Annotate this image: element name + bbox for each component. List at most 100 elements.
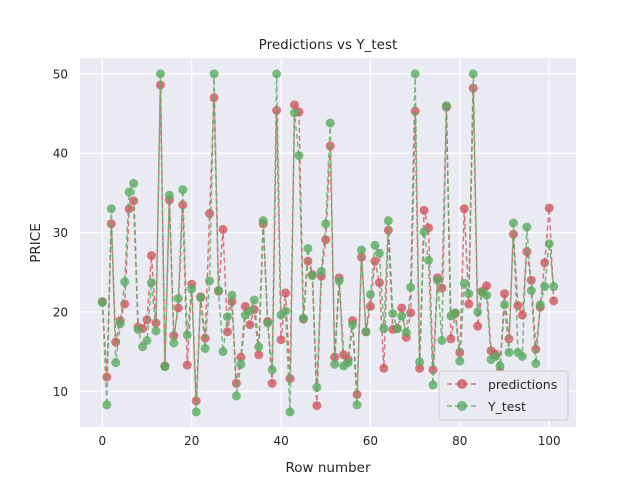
point-y-test (370, 240, 380, 250)
x-tick-label: 0 (99, 434, 107, 448)
point-predictions (513, 301, 523, 311)
series-line-y-test (101, 73, 555, 412)
point-y-test (544, 239, 554, 249)
x-tick-label: 60 (363, 434, 378, 448)
y-tick-label: 50 (53, 67, 68, 81)
point-y-test (392, 324, 402, 334)
point-y-test (459, 278, 469, 288)
point-y-test (383, 216, 393, 226)
point-y-test (450, 308, 460, 318)
point-y-test (178, 185, 188, 195)
point-predictions (370, 256, 380, 266)
point-y-test (245, 306, 255, 316)
point-y-test (334, 276, 344, 286)
series-layer (97, 69, 559, 417)
point-predictions (321, 235, 331, 245)
tick-labels: 0 20 40 60 80 100 10 20 30 40 50 (53, 67, 561, 448)
point-y-test (231, 391, 241, 401)
point-y-test (441, 101, 451, 111)
point-y-test (236, 359, 246, 369)
point-predictions (146, 251, 156, 261)
point-y-test (549, 282, 559, 292)
point-y-test (196, 293, 206, 303)
point-predictions (281, 288, 291, 298)
legend: predictions Y_test (438, 370, 569, 421)
y-tick-label: 10 (53, 385, 68, 399)
point-predictions (222, 327, 232, 337)
point-predictions (182, 360, 192, 370)
point-y-test (191, 407, 201, 417)
x-tick-label: 40 (273, 434, 288, 448)
point-predictions (531, 344, 541, 354)
point-y-test (218, 347, 228, 357)
point-y-test (214, 286, 224, 296)
legend-marker-predictions (457, 379, 467, 389)
point-y-test (249, 295, 259, 305)
point-predictions (142, 315, 152, 325)
point-y-test (437, 336, 447, 346)
point-predictions (124, 204, 134, 214)
y-tick-label: 40 (53, 147, 68, 161)
point-y-test (146, 278, 156, 288)
point-y-test (517, 351, 527, 361)
point-y-test (258, 216, 268, 226)
point-y-test (160, 362, 170, 372)
point-y-test (164, 190, 174, 200)
point-y-test (508, 218, 518, 228)
point-predictions (419, 205, 429, 215)
point-predictions (437, 283, 447, 293)
point-y-test (169, 338, 179, 348)
point-y-test (111, 358, 121, 368)
point-predictions (500, 289, 510, 299)
point-y-test (468, 69, 478, 79)
point-y-test (142, 336, 152, 346)
point-y-test (504, 347, 514, 357)
point-y-test (419, 227, 429, 237)
point-y-test (325, 118, 335, 128)
point-predictions (365, 301, 375, 311)
point-y-test (97, 297, 107, 307)
point-y-test (348, 320, 358, 330)
point-y-test (531, 359, 541, 369)
x-axis-label: Row number (285, 460, 371, 476)
legend-marker-y-test (457, 401, 467, 411)
point-y-test (200, 343, 210, 353)
point-y-test (455, 356, 465, 366)
point-predictions (227, 297, 237, 307)
point-y-test (187, 284, 197, 294)
point-predictions (522, 247, 532, 257)
point-y-test (401, 328, 411, 338)
point-y-test (267, 365, 277, 375)
y-axis-label: PRICE (28, 223, 44, 262)
point-y-test (522, 222, 532, 232)
point-predictions (205, 209, 215, 219)
point-y-test (495, 361, 505, 371)
point-predictions (544, 203, 554, 213)
point-y-test (365, 289, 375, 299)
point-predictions (549, 296, 559, 306)
point-y-test (281, 306, 291, 316)
point-y-test (254, 342, 264, 352)
point-y-test (227, 290, 237, 300)
point-y-test (535, 300, 545, 310)
point-predictions (446, 334, 456, 344)
point-predictions (276, 335, 286, 345)
x-tick-label: 20 (184, 434, 199, 448)
point-y-test (285, 407, 295, 417)
point-y-test (205, 276, 215, 286)
legend-label-y-test: Y_test (487, 399, 526, 414)
point-predictions (289, 100, 299, 110)
point-y-test (540, 282, 550, 292)
point-predictions (218, 224, 228, 234)
point-y-test (432, 275, 442, 285)
point-predictions (482, 281, 492, 291)
point-predictions (415, 363, 425, 373)
point-predictions (379, 363, 389, 373)
point-y-test (263, 318, 273, 328)
point-y-test (415, 357, 425, 367)
point-y-test (379, 324, 389, 334)
point-predictions (303, 256, 313, 266)
point-y-test (500, 300, 510, 310)
point-y-test (330, 359, 340, 369)
